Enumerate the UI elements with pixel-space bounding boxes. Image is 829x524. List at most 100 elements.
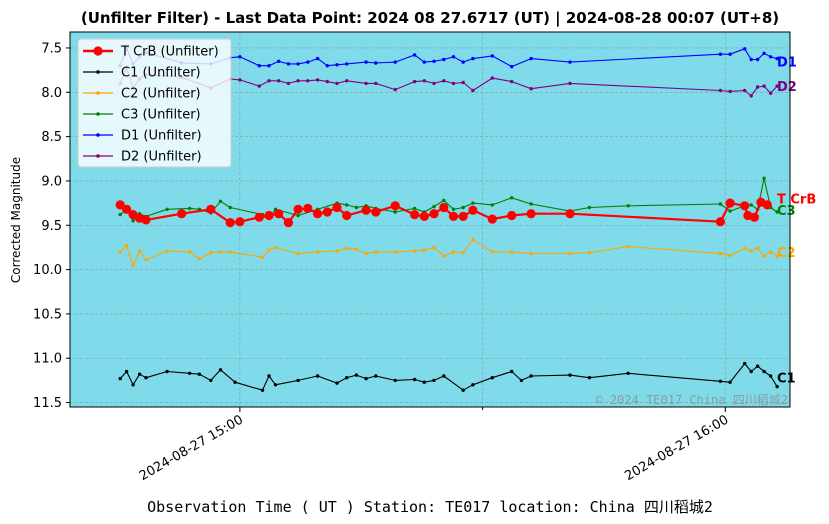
- data-point-c2: [335, 249, 339, 253]
- data-point-c1: [718, 379, 723, 383]
- legend-label-c1: C1 (Unfilter): [121, 66, 201, 81]
- series-layer: [115, 46, 779, 392]
- data-point-c1: [345, 376, 349, 380]
- data-point-d2: [510, 79, 514, 84]
- y-tick-label: 9.0: [41, 174, 62, 189]
- data-point-d1: [743, 47, 747, 51]
- data-point-c2: [510, 250, 514, 254]
- data-point-c1: [587, 376, 592, 380]
- data-point-d1: [335, 63, 339, 67]
- data-point-c2: [273, 245, 278, 250]
- data-point-c2: [393, 250, 397, 254]
- data-point-t-crb: [439, 202, 449, 213]
- data-point-c3: [749, 203, 753, 207]
- x-tick-label: 2024-08-27 15:00: [137, 412, 246, 484]
- data-point-t-crb: [749, 212, 760, 222]
- y-tick-label: 7.5: [41, 41, 62, 56]
- data-point-t-crb: [361, 205, 371, 215]
- data-point-d1: [471, 56, 475, 61]
- data-point-c2: [124, 244, 129, 248]
- data-point-c1: [374, 374, 378, 378]
- data-point-d2: [325, 79, 329, 84]
- data-point-c2: [451, 250, 456, 254]
- data-point-c3: [228, 205, 232, 210]
- data-point-c3: [510, 196, 514, 200]
- data-point-c1: [762, 369, 766, 374]
- y-axis-label: Corrected Magnitude: [9, 157, 23, 283]
- data-point-d2: [432, 81, 436, 86]
- data-point-d1: [755, 57, 760, 62]
- x-axis-label: Observation Time ( UT ) Station: TE017 l…: [147, 498, 713, 516]
- data-point-d1: [422, 60, 426, 64]
- y-tick-label: 10.0: [33, 263, 62, 278]
- data-point-d2: [267, 79, 271, 83]
- data-point-c3: [626, 204, 630, 208]
- data-point-t-crb: [715, 217, 726, 227]
- data-point-c2: [568, 251, 572, 256]
- legend-label-c2: C2 (Unfilter): [121, 87, 201, 102]
- data-point-d2: [755, 85, 760, 89]
- y-tick-label: 11.5: [33, 396, 62, 411]
- data-point-t-crb: [740, 201, 750, 211]
- data-point-t-crb: [141, 215, 151, 225]
- data-point-t-crb: [458, 211, 468, 221]
- data-point-d2: [451, 81, 456, 86]
- data-point-d1: [393, 60, 397, 64]
- x-axis: 2024-08-27 15:00 2024-08-27 16:00: [137, 407, 731, 484]
- data-point-d2: [238, 78, 242, 82]
- data-point-c1: [626, 371, 630, 375]
- data-point-t-crb: [283, 218, 293, 228]
- data-point-c1: [422, 380, 426, 384]
- data-point-c1: [412, 377, 417, 382]
- data-point-c3: [412, 206, 417, 211]
- data-point-c1: [354, 373, 359, 377]
- data-point-c2: [228, 250, 232, 254]
- legend-label-d1: D1 (Unfilter): [121, 129, 202, 144]
- legend: T CrB (Unfilter) C1 (Unfilter) C2 (Unfilte…: [77, 38, 232, 168]
- data-point-c1: [743, 361, 747, 366]
- data-point-d1: [718, 52, 723, 56]
- data-point-c3: [451, 207, 456, 211]
- data-point-c1: [461, 388, 465, 392]
- data-point-c1: [131, 383, 135, 387]
- data-point-t-crb: [225, 218, 235, 228]
- data-point-d2: [743, 88, 747, 93]
- data-point-d2: [442, 79, 446, 83]
- data-point-d2: [728, 89, 732, 94]
- data-point-d1: [412, 53, 417, 57]
- data-point-d1: [325, 63, 329, 68]
- data-point-c1: [273, 383, 278, 387]
- data-point-c1: [768, 374, 773, 378]
- data-point-c2: [775, 254, 779, 258]
- data-point-t-crb: [264, 210, 274, 221]
- data-point-c1: [442, 374, 446, 378]
- data-point-c1: [755, 364, 760, 368]
- data-point-c2: [412, 249, 417, 253]
- end-label-d1: D1: [777, 55, 797, 70]
- data-point-c1: [165, 369, 169, 374]
- legend-label-d2: D2 (Unfilter): [121, 150, 202, 165]
- end-label-d2: D2: [777, 80, 797, 95]
- data-point-d2: [393, 87, 397, 92]
- data-point-t-crb: [526, 209, 536, 219]
- data-point-d1: [762, 51, 766, 55]
- data-point-c2: [137, 249, 142, 253]
- data-point-c1: [118, 376, 122, 381]
- data-point-c2: [315, 250, 320, 254]
- data-point-d1: [267, 63, 271, 68]
- legend-marker-c1: [96, 70, 100, 74]
- data-point-c1: [315, 374, 320, 378]
- data-point-t-crb: [468, 205, 478, 215]
- data-point-d2: [768, 91, 773, 95]
- data-point-c3: [775, 210, 779, 214]
- data-point-d2: [490, 76, 494, 80]
- legend-marker-d2: [96, 154, 100, 158]
- data-point-c3: [131, 219, 135, 223]
- data-point-d1: [510, 64, 514, 69]
- watermark-text: © 2024 TE017 China 四川稻城2: [596, 393, 789, 407]
- data-point-d2: [277, 79, 281, 83]
- data-point-c1: [197, 372, 202, 376]
- data-point-c1: [490, 376, 494, 380]
- data-point-c2: [718, 251, 723, 256]
- data-point-c3: [118, 212, 122, 217]
